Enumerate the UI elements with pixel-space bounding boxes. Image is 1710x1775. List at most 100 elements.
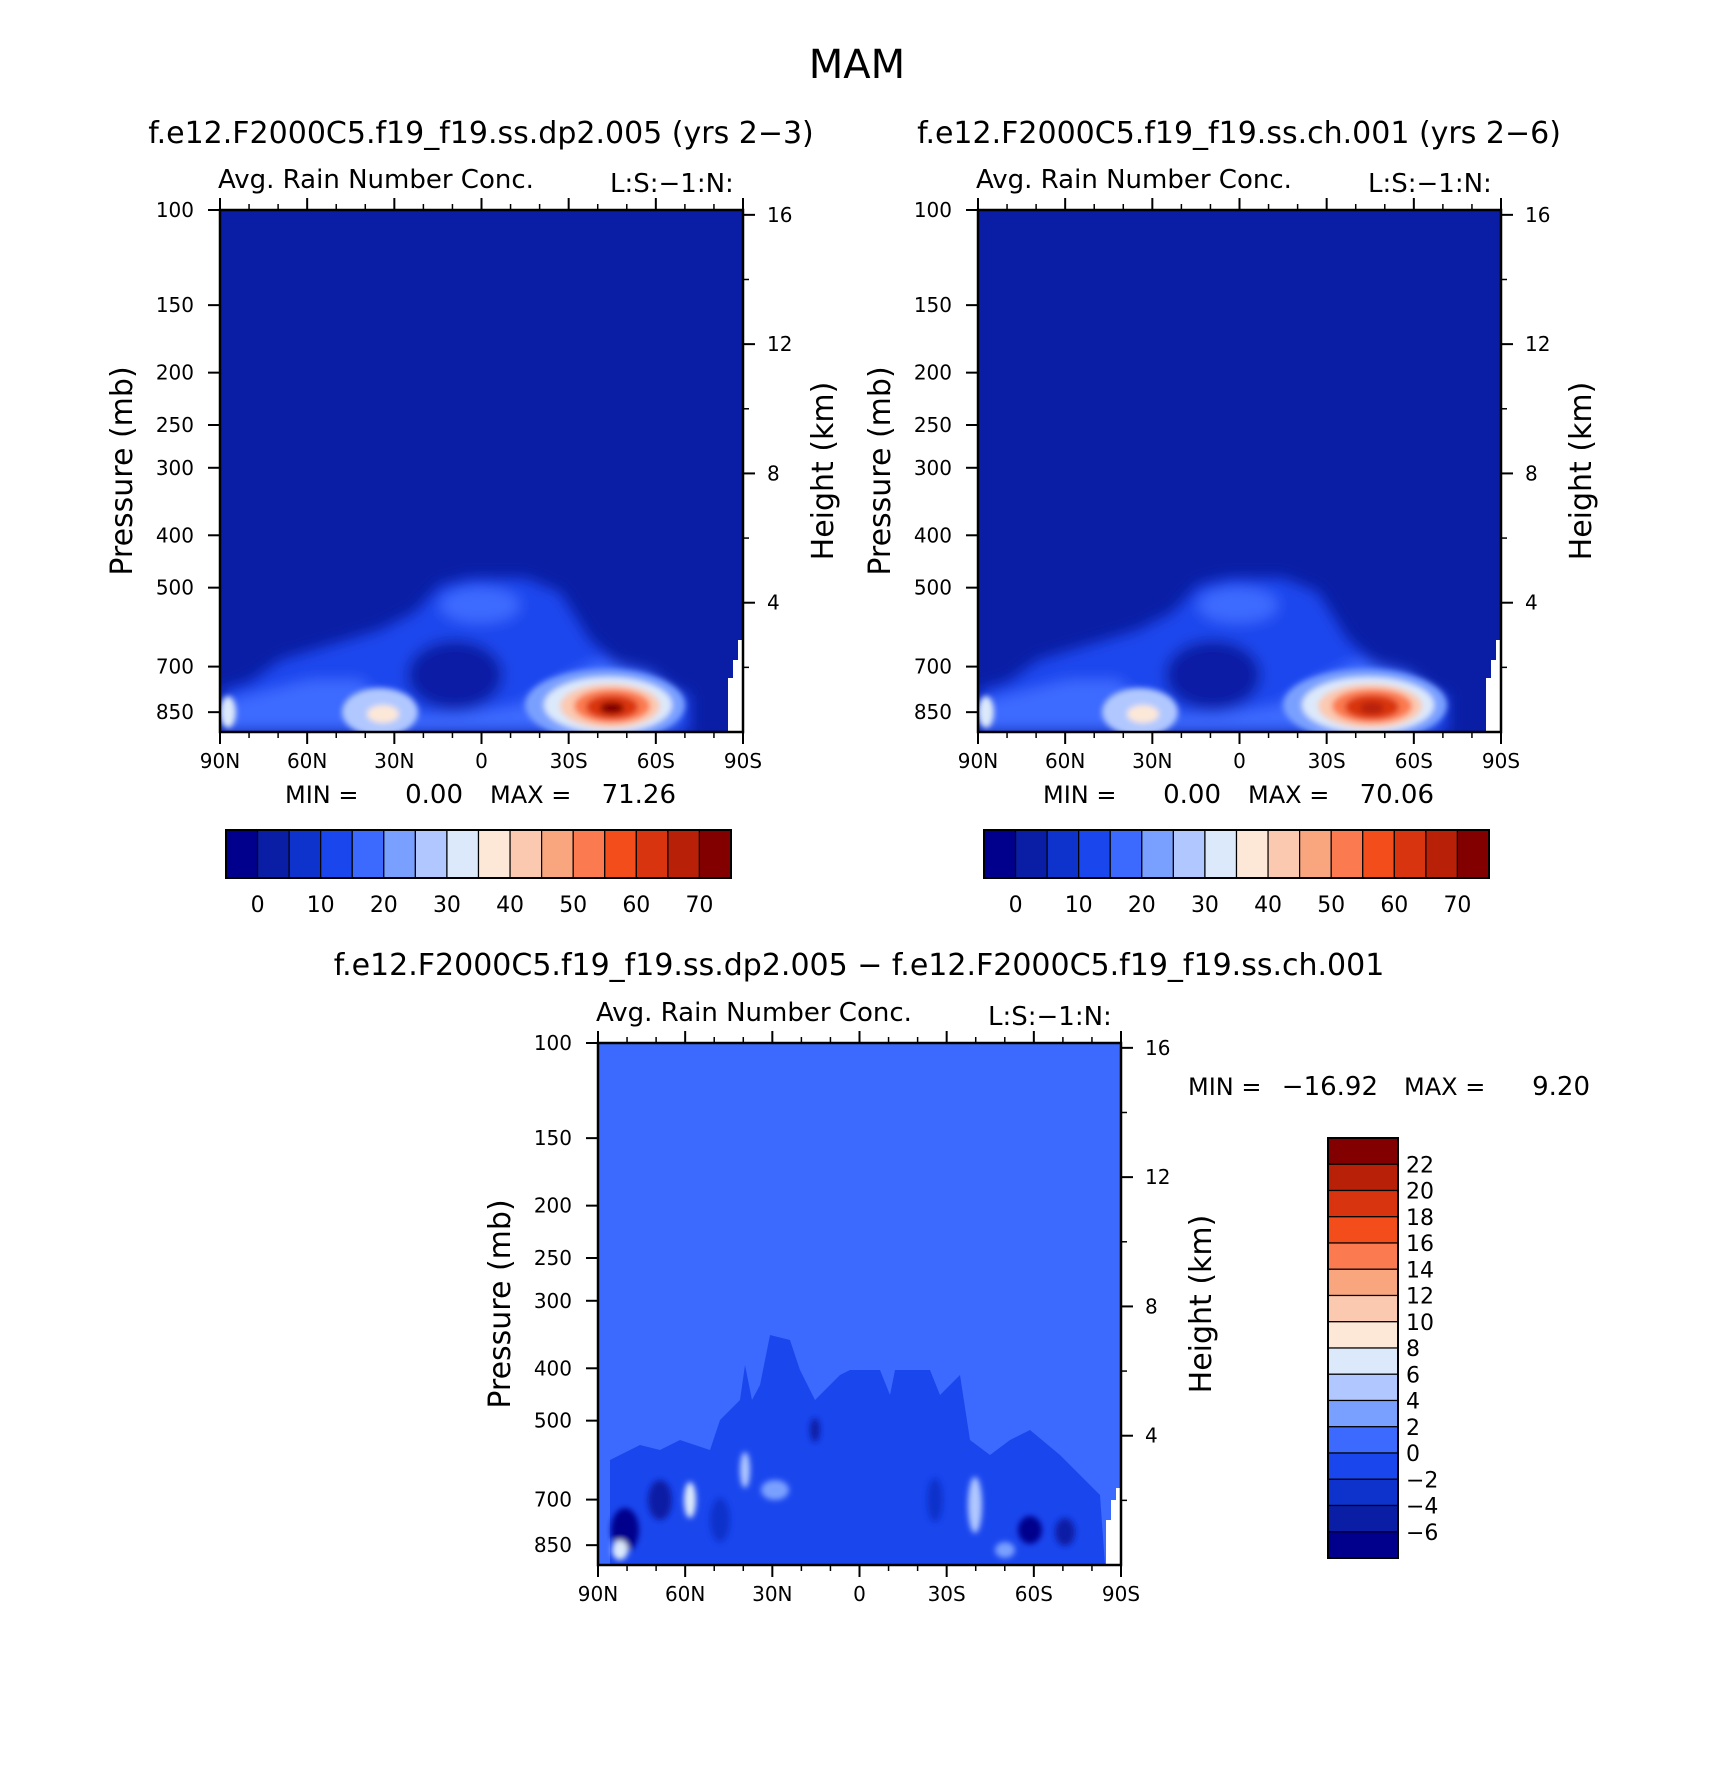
- panel-b-y-tick-3: 250: [914, 413, 952, 437]
- panel-a-height-tick-0: 16: [767, 203, 792, 227]
- panel-diff-colorbar-label-11: 0: [1406, 1442, 1420, 1467]
- panel-diff-terrain-mask: [1106, 1488, 1121, 1565]
- panel-b-colorbar-frame: [983, 829, 1490, 879]
- panel-diff-colorbar-box-5: [1327, 1268, 1399, 1297]
- panel-b-colorbar-box-11: [1330, 829, 1364, 879]
- panel-diff-colorbar-box-7: [1327, 1321, 1399, 1349]
- panel-b-colorbar-box-15: [1456, 829, 1490, 879]
- panel-diff-x-tick-labels: 90N 60N 30N 0 30S 60S 90S: [578, 1582, 1140, 1606]
- panel-a: Avg. Rain Number Conc. L:S:−1:N: 90N 60N 3…: [105, 165, 841, 918]
- panel-b-colorbar-box-7: [1204, 829, 1238, 879]
- panel-a-x-tick-2: 30N: [374, 749, 414, 773]
- panel-diff-y-tick-8: 850: [534, 1533, 572, 1557]
- panel-a-x-tick-0: 90N: [200, 749, 240, 773]
- panel-a-colorbar-box-13: [635, 829, 669, 879]
- panel-diff-colorbar-label-9: 4: [1406, 1390, 1420, 1415]
- panel-a-edge-hotspot: [220, 696, 236, 728]
- panel-diff-colorbar-label-14: −6: [1406, 1521, 1438, 1546]
- panel-b-colorbar: 0 10 20 30 40 50 60 70: [983, 829, 1490, 918]
- panel-a-y-tick-1: 150: [156, 293, 194, 317]
- panel-a-tick-marks: [208, 198, 755, 744]
- panel-diff-anomaly-9: [927, 1478, 943, 1522]
- panel-a-colorbar-box-12: [604, 829, 637, 879]
- panel-diff-colorbar-frame: [1327, 1137, 1399, 1559]
- panel-diff-colorbar-box-13: [1327, 1478, 1399, 1507]
- panel-b-colorbar-box-14: [1425, 829, 1459, 879]
- panel-diff-y-tick-7: 700: [534, 1488, 572, 1512]
- panel-a-x-tick-labels: 90N 60N 30N 0 30S 60S 90S: [200, 749, 762, 773]
- panel-diff-anomaly-4: [684, 1482, 696, 1518]
- panel-diff-colorbar-box-2: [1327, 1189, 1399, 1218]
- panel-a-x-tick-3: 0: [475, 749, 488, 773]
- panel-b-colorbar-label-2: 20: [1128, 893, 1156, 918]
- panel-a-colorbar-box-1: [256, 829, 290, 879]
- panel-diff-anomaly-6: [740, 1452, 750, 1488]
- panel-a-colorbar-label-1: 10: [307, 893, 335, 918]
- panel-a-y-tick-2: 200: [156, 361, 194, 385]
- panel-a-colorbar: 0 10 20 30 40 50 60 70: [225, 829, 732, 918]
- panel-b-colorbar-label-6: 60: [1380, 893, 1408, 918]
- panel-diff-colorbar-label-5: 12: [1406, 1285, 1434, 1310]
- panel-a-min-value: 0.00: [405, 780, 463, 810]
- panel-a-colorbar-box-14: [667, 829, 701, 879]
- panel-diff-colorbar-label-12: −2: [1406, 1468, 1438, 1493]
- panel-b-colorbar-label-0: 0: [1009, 893, 1023, 918]
- panel-a-max-label: MAX =: [490, 781, 571, 809]
- panel-diff-colorbar-label-3: 16: [1406, 1232, 1434, 1257]
- panel-b-colorbar-box-10: [1299, 829, 1332, 879]
- panel-diff-y-tick-5: 400: [534, 1356, 572, 1380]
- panel-diff-colorbar-box-15: [1327, 1531, 1399, 1559]
- panel-b-hotspots: [978, 669, 1447, 732]
- panel-b-colorbar-box-12: [1362, 829, 1395, 879]
- panel-diff-colorbar-box-8: [1327, 1347, 1399, 1375]
- panel-a-colorbar-box-2: [288, 829, 322, 879]
- panel-b-y-tick-8: 850: [914, 700, 952, 724]
- panel-a-colorbar-label-7: 70: [685, 893, 713, 918]
- panel-b-colorbar-label-5: 50: [1317, 893, 1345, 918]
- panel-diff-x-tick-1: 60N: [665, 1582, 705, 1606]
- panel-diff-min-label: MIN =: [1188, 1073, 1261, 1101]
- panel-diff-anomaly-12: [1055, 1518, 1075, 1546]
- panel-a-x-tick-1: 60N: [287, 749, 327, 773]
- panel-diff-anomaly-5: [710, 1498, 730, 1542]
- panel-a-colorbar-box-10: [541, 829, 574, 879]
- panel-b-upper-patch: [1198, 587, 1278, 623]
- panel-diff-height-tick-1: 12: [1145, 1165, 1170, 1189]
- panel-a-right-label: Height (km): [806, 382, 841, 561]
- panel-a-height-tick-2: 8: [767, 461, 780, 485]
- panel-a-height-tick-3: 4: [767, 591, 780, 615]
- panel-b-x-tick-6: 90S: [1482, 749, 1520, 773]
- panel-b-nh-hotspot-inner: [1127, 705, 1159, 723]
- panel-diff-colorbar-box-10: [1327, 1399, 1399, 1428]
- panel-b-subtitle: Avg. Rain Number Conc.: [976, 165, 1292, 195]
- panel-a-terrain-mask: [728, 640, 743, 732]
- panel-b-y-tick-5: 400: [914, 523, 952, 547]
- panel-diff-colorbar-box-0: [1327, 1137, 1399, 1165]
- panel-b-y-tick-1: 150: [914, 293, 952, 317]
- panel-a-title: f.e12.F2000C5.f19_f19.ss.dp2.005 (yrs 2−…: [148, 116, 814, 151]
- panel-b-x-tick-2: 30N: [1132, 749, 1172, 773]
- panel-a-colorbar-label-0: 0: [251, 893, 265, 918]
- panel-diff-colorbar-label-0: 22: [1406, 1153, 1434, 1178]
- panel-a-colorbar-frame: [225, 829, 732, 879]
- panel-diff-colorbar-label-10: 2: [1406, 1416, 1420, 1441]
- panel-a-y-tick-4: 300: [156, 456, 194, 480]
- panel-b-y-tick-4: 300: [914, 456, 952, 480]
- panel-diff-y-tick-labels: 100 150 200 250 300 400 500 700 850: [534, 1031, 572, 1557]
- panel-b-y-tick-0: 100: [914, 198, 952, 222]
- panel-b-height-tick-1: 12: [1525, 332, 1550, 356]
- panel-b-colorbar-label-1: 10: [1065, 893, 1093, 918]
- panel-b-right-label: Height (km): [1564, 382, 1599, 561]
- panel-a-colorbar-label-4: 40: [496, 893, 524, 918]
- panel-diff-colorbar-box-9: [1327, 1373, 1399, 1402]
- panel-b-x-tick-0: 90N: [958, 749, 998, 773]
- panel-diff-colorbar-label-2: 18: [1406, 1206, 1434, 1231]
- panel-a-colorbar-box-15: [698, 829, 732, 879]
- panel-diff-x-tick-4: 30S: [928, 1582, 966, 1606]
- panel-diff-colorbar-box-4: [1327, 1242, 1399, 1270]
- panel-a-height-tick-labels: 16 12 8 4: [767, 203, 792, 615]
- panel-b-tick-marks: [966, 198, 1513, 744]
- panel-b-min-label: MIN =: [1043, 781, 1116, 809]
- panel-a-nh-hotspot-inner: [367, 705, 399, 723]
- panel-diff-tick-marks: [586, 1031, 1133, 1577]
